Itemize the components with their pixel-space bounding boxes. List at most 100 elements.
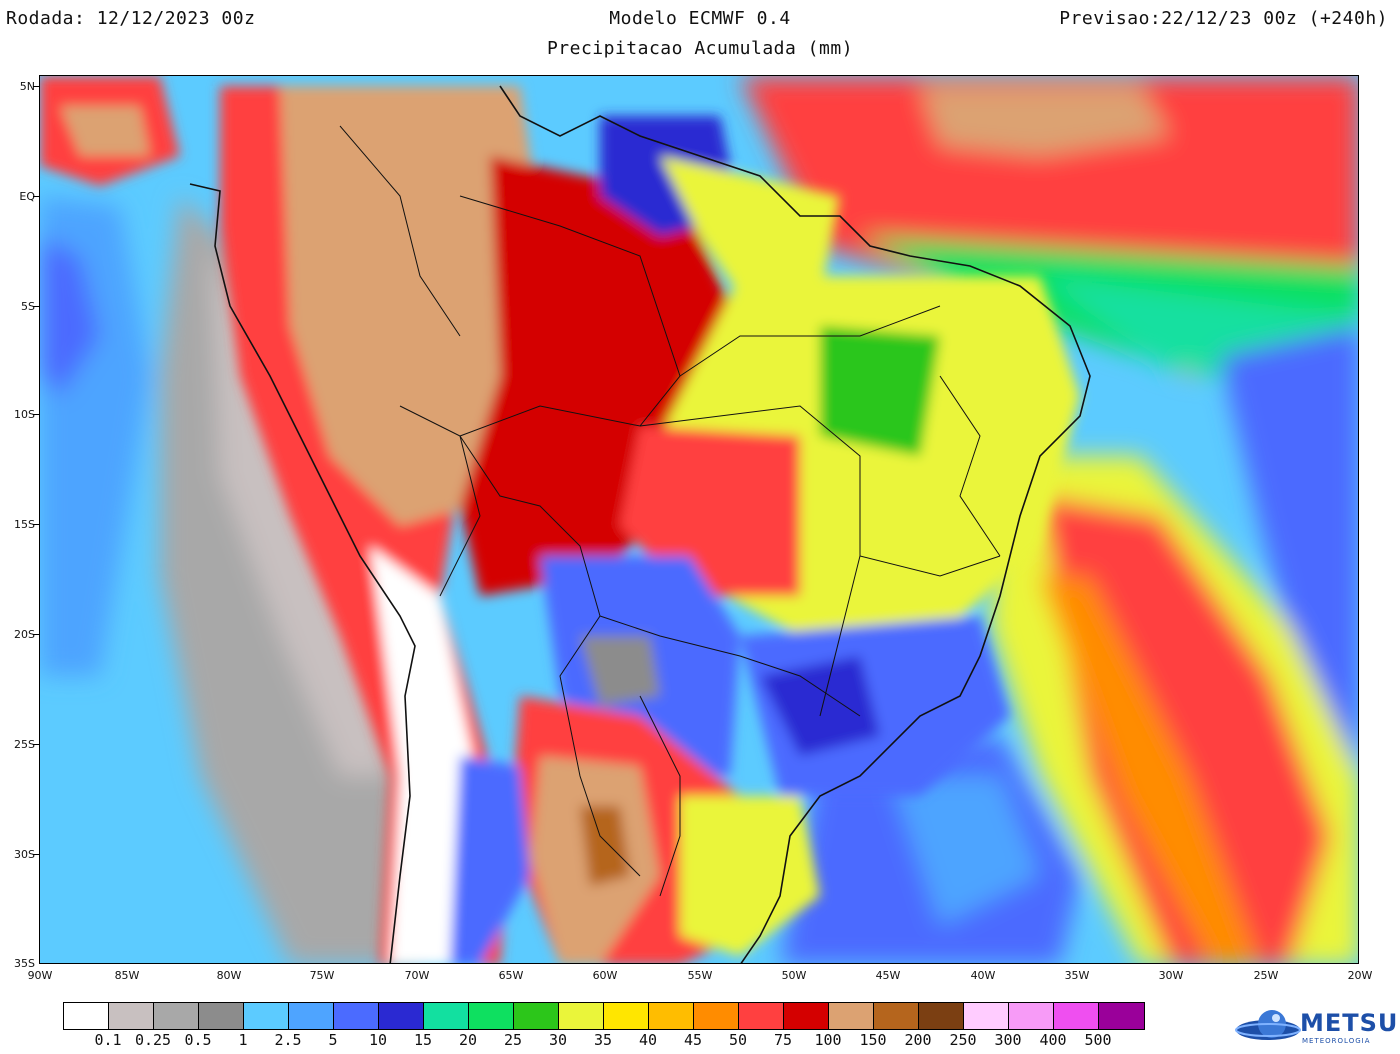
legend-swatch	[1099, 1003, 1144, 1029]
legend-label: 50	[728, 1031, 748, 1049]
legend-label: 45	[683, 1031, 703, 1049]
legend-label: 2.5	[274, 1031, 302, 1049]
southeast-dark-blue	[760, 656, 880, 756]
color-scale-legend	[63, 1002, 1145, 1030]
legend-swatch	[1054, 1003, 1099, 1029]
border-f	[339, 125, 461, 337]
sacz-ocean-red	[1040, 496, 1330, 963]
argentina-dark	[580, 806, 630, 886]
legend-label: 0.25	[134, 1031, 172, 1049]
model-title: Modelo ECMWF 0.4	[609, 8, 791, 29]
south-atlantic-light	[890, 776, 1040, 926]
legend-label: 35	[593, 1031, 613, 1049]
legend-label: 0.1	[94, 1031, 122, 1049]
lat-label-10s: 10S	[14, 408, 35, 421]
legend-swatch	[199, 1003, 244, 1029]
legend-swatch	[64, 1003, 109, 1029]
lon-label-75w: 75W	[309, 969, 335, 982]
legend-swatch	[649, 1003, 694, 1029]
atlantic-blue-east	[1220, 326, 1358, 773]
sacz-ocean-orange	[1040, 576, 1260, 963]
lat-tick	[33, 86, 39, 87]
legend-swatch	[469, 1003, 514, 1029]
legend-swatch	[559, 1003, 604, 1029]
lat-tick	[33, 524, 39, 525]
legend-label: 200	[904, 1031, 932, 1049]
lon-label-20w: 20W	[1347, 969, 1373, 982]
legend-swatch	[604, 1003, 649, 1029]
west-argentina-blue	[450, 756, 530, 963]
precipitation-map	[39, 75, 1359, 964]
legend-label: 75	[773, 1031, 793, 1049]
legend-swatch	[784, 1003, 829, 1029]
legend-swatch	[829, 1003, 874, 1029]
coastlines	[189, 85, 1091, 963]
legend-label: 0.5	[184, 1031, 212, 1049]
border-i	[819, 555, 861, 717]
legend-label: 150	[859, 1031, 887, 1049]
legend-swatch	[964, 1003, 1009, 1029]
border-c	[639, 405, 1001, 577]
border-g	[399, 405, 481, 597]
pacific-wetter-zone	[40, 236, 100, 396]
lon-label-90w: 90W	[27, 969, 53, 982]
legend-swatch	[919, 1003, 964, 1029]
legend-swatch	[739, 1003, 784, 1029]
legend-label: 20	[458, 1031, 478, 1049]
guiana-yellow	[660, 156, 840, 296]
legend-label: 250	[949, 1031, 977, 1049]
pacific-coast	[189, 183, 416, 963]
legend-swatch	[379, 1003, 424, 1029]
legend-label: 500	[1084, 1031, 1112, 1049]
legend-label: 10	[368, 1031, 388, 1049]
legend-swatch	[244, 1003, 289, 1029]
lon-label-45w: 45W	[875, 969, 901, 982]
nw-corner-brown	[60, 106, 150, 156]
lon-label-85w: 85W	[114, 969, 140, 982]
legend-label: 5	[328, 1031, 338, 1049]
lat-label-eq: EQ	[19, 190, 35, 203]
lat-label-25s: 25S	[14, 738, 35, 751]
lat-label-5n: 5N	[19, 80, 35, 93]
lat-tick	[33, 744, 39, 745]
legend-swatch	[694, 1003, 739, 1029]
lon-label-65w: 65W	[498, 969, 524, 982]
legend-label: 30	[548, 1031, 568, 1049]
border-d	[679, 305, 941, 377]
run-time-label: Rodada: 12/12/2023 00z	[6, 8, 256, 29]
legend-swatch	[109, 1003, 154, 1029]
legend-swatch	[334, 1003, 379, 1029]
lat-tick	[33, 854, 39, 855]
lon-label-55w: 55W	[687, 969, 713, 982]
globe-icon	[1235, 1010, 1301, 1040]
legend-swatch	[874, 1003, 919, 1029]
legend-label: 25	[503, 1031, 523, 1049]
lat-tick	[33, 196, 39, 197]
borders	[339, 125, 1001, 897]
logo-text: METSUL	[1300, 1009, 1400, 1037]
lon-label-70w: 70W	[404, 969, 430, 982]
lat-label-20s: 20S	[14, 628, 35, 641]
legend-swatch	[154, 1003, 199, 1029]
lon-label-60w: 60W	[592, 969, 618, 982]
legend-swatch	[514, 1003, 559, 1029]
border-h	[639, 695, 681, 897]
legend-swatch	[289, 1003, 334, 1029]
atlantic-coast	[499, 85, 1091, 963]
lat-label-5s: 5S	[21, 300, 35, 313]
map-subtitle: Precipitacao Acumulada (mm)	[546, 38, 854, 59]
logo-subtext: METEOROLOGIA	[1302, 1037, 1371, 1045]
legend-label: 1	[238, 1031, 248, 1049]
western-amazon-heavy	[280, 86, 540, 526]
rio-grande-yellow	[680, 796, 820, 956]
lat-label-15s: 15S	[14, 518, 35, 531]
lat-tick	[33, 306, 39, 307]
lon-label-30w: 30W	[1158, 969, 1184, 982]
lon-label-35w: 35W	[1064, 969, 1090, 982]
itcz-peak	[920, 86, 1170, 156]
lat-label-30s: 30S	[14, 848, 35, 861]
lon-label-80w: 80W	[216, 969, 242, 982]
forecast-time-label: Previsao:22/12/23 00z (+240h)	[1059, 8, 1388, 29]
legend-label: 400	[1039, 1031, 1067, 1049]
lat-tick	[33, 634, 39, 635]
